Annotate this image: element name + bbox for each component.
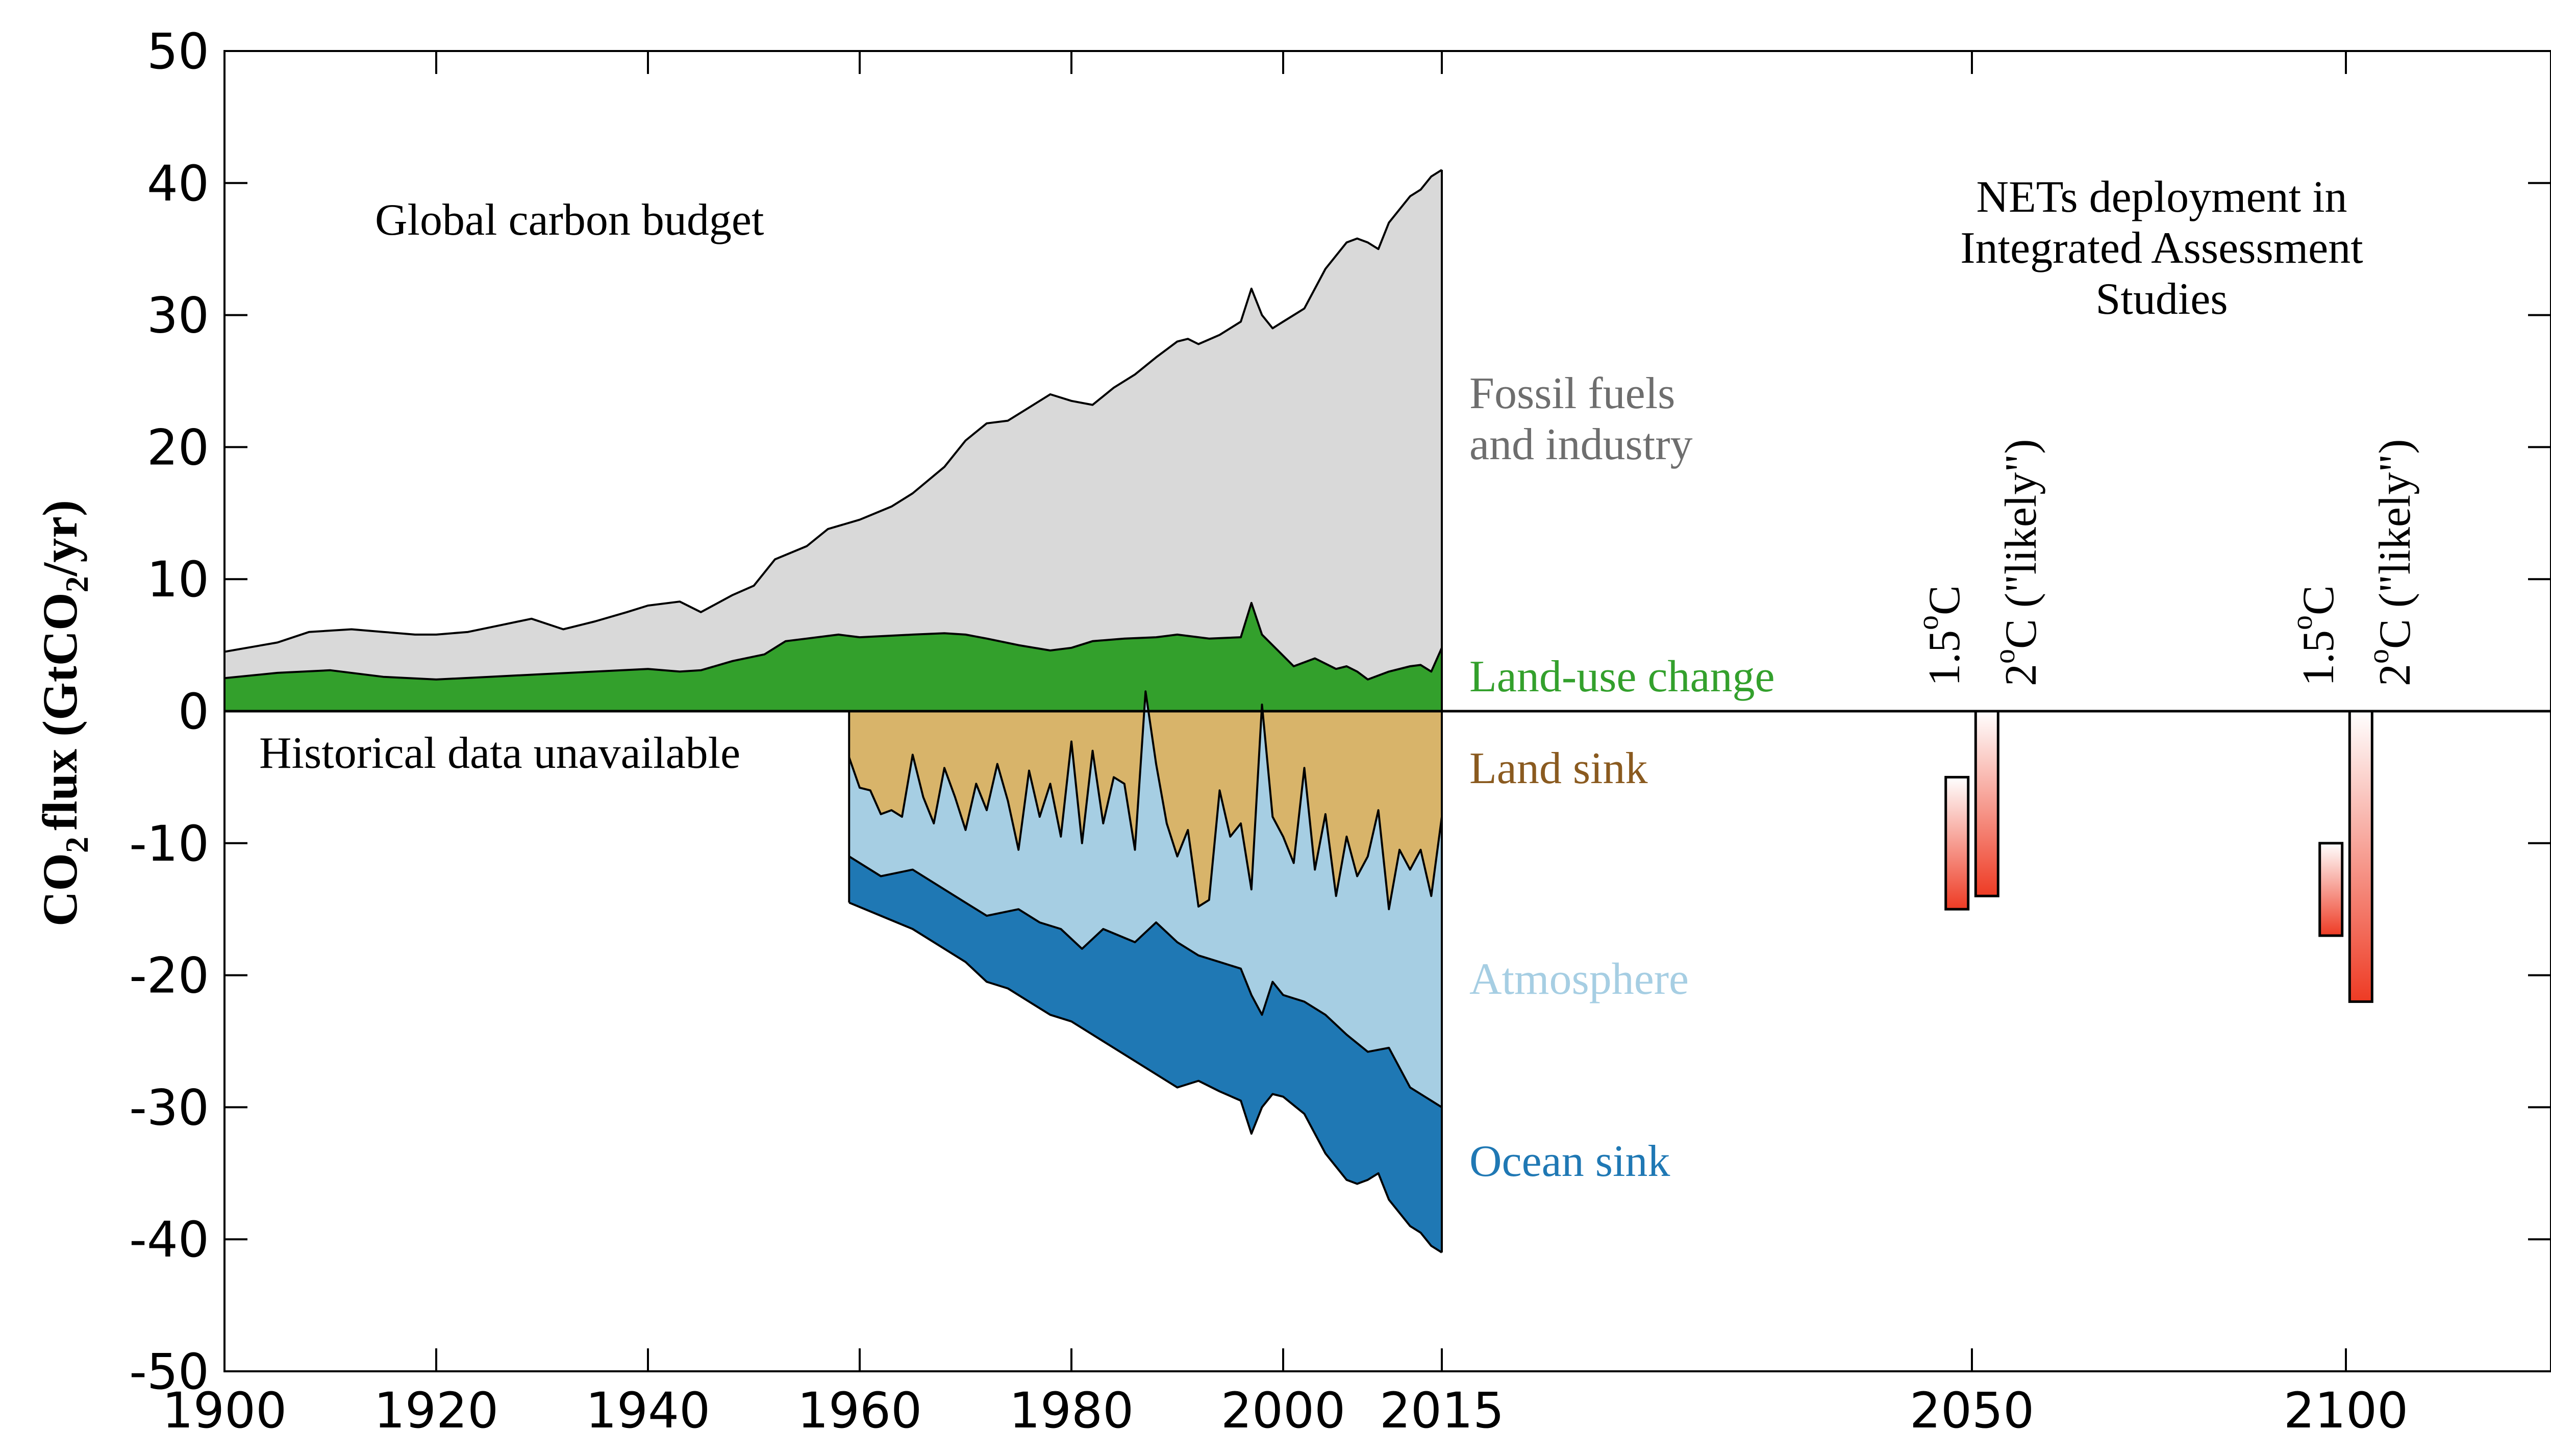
scenario-label-2c-2050: 2oC ("likely"): [1988, 439, 2046, 686]
fossil-label-line2: and industry: [1469, 420, 1693, 469]
y-tick-label: -10: [129, 815, 209, 872]
y-axis-label: CO2flux (GtCO2/yr): [33, 500, 95, 926]
scenario-label-1p5-2050: 1.5oC: [1911, 585, 1969, 686]
ocean-line: [848, 901, 1443, 1253]
x-tick-label: 1900: [162, 1382, 287, 1439]
global-budget-label: Global carbon budget: [375, 195, 764, 245]
scenario-label-2c-2100: 2oC ("likely"): [2362, 439, 2420, 686]
atmosphere-label: Atmosphere: [1469, 955, 1689, 1004]
atmosphere-line: [848, 856, 1443, 1109]
landuse-line: [224, 601, 1443, 681]
nets-bars: [1944, 710, 2373, 1003]
landuse-label: Land-use change: [1469, 652, 1775, 701]
land-sink-label: Land sink: [1469, 744, 1648, 793]
fossil-line: [224, 169, 1443, 653]
x-tick-label: 1960: [797, 1382, 922, 1439]
nets-title-line1: NETs deployment in: [1976, 172, 2347, 222]
historical-unavailable-label: Historical data unavailable: [259, 729, 740, 778]
y-tick-label: 50: [147, 23, 209, 80]
y-tick-label: 10: [147, 551, 209, 608]
x-tick-label: 1940: [586, 1382, 710, 1439]
y-tick-label: -20: [129, 947, 209, 1005]
x-tick-label: 2000: [1221, 1382, 1345, 1439]
landuse-area: [224, 603, 1442, 711]
x-tick-label: 1980: [1009, 1382, 1134, 1439]
y-tick-label: 20: [147, 419, 209, 476]
x-tick-label: 2015: [1380, 1382, 1504, 1439]
y-axis: 50 40 30 20 10 0 -10 -20 -30 -40 -50: [129, 23, 2551, 1400]
y-tick-label: -30: [129, 1079, 209, 1136]
land-sink-line: [848, 690, 1443, 911]
scenario-label-1p5-2100: 1.5oC: [2285, 585, 2343, 686]
nets-title-line2: Integrated Assessment: [1960, 223, 2363, 273]
y-tick-label: -40: [129, 1211, 209, 1268]
historical-areas: [224, 169, 1443, 1253]
ocean-area: [849, 856, 1442, 1253]
y-tick-label: -50: [129, 1343, 209, 1400]
nets-bar: [1974, 710, 1999, 897]
nets-bar: [2348, 710, 2373, 1003]
x-tick-label: 1920: [374, 1382, 498, 1439]
nets-title-line3: Studies: [2095, 274, 2228, 324]
nets-bar: [2318, 842, 2344, 937]
x-tick-label: 2050: [1910, 1382, 2034, 1439]
fossil-area: [224, 169, 1442, 680]
y-tick-label: 30: [147, 287, 209, 344]
x-axis: 1900 1920 1940 1960 1980 2000 2015 2050 2100: [162, 51, 2408, 1439]
x-tick-label: 2100: [2284, 1382, 2408, 1439]
ocean-sink-label: Ocean sink: [1469, 1137, 1670, 1186]
fossil-label-line1: Fossil fuels: [1469, 369, 1675, 418]
y-tick-label: 0: [178, 683, 209, 740]
nets-bar: [1944, 775, 1970, 911]
atmosphere-area: [849, 691, 1442, 1108]
y-tick-label: 40: [147, 155, 209, 212]
